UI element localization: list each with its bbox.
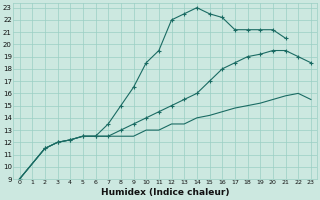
X-axis label: Humidex (Indice chaleur): Humidex (Indice chaleur) xyxy=(101,188,229,197)
